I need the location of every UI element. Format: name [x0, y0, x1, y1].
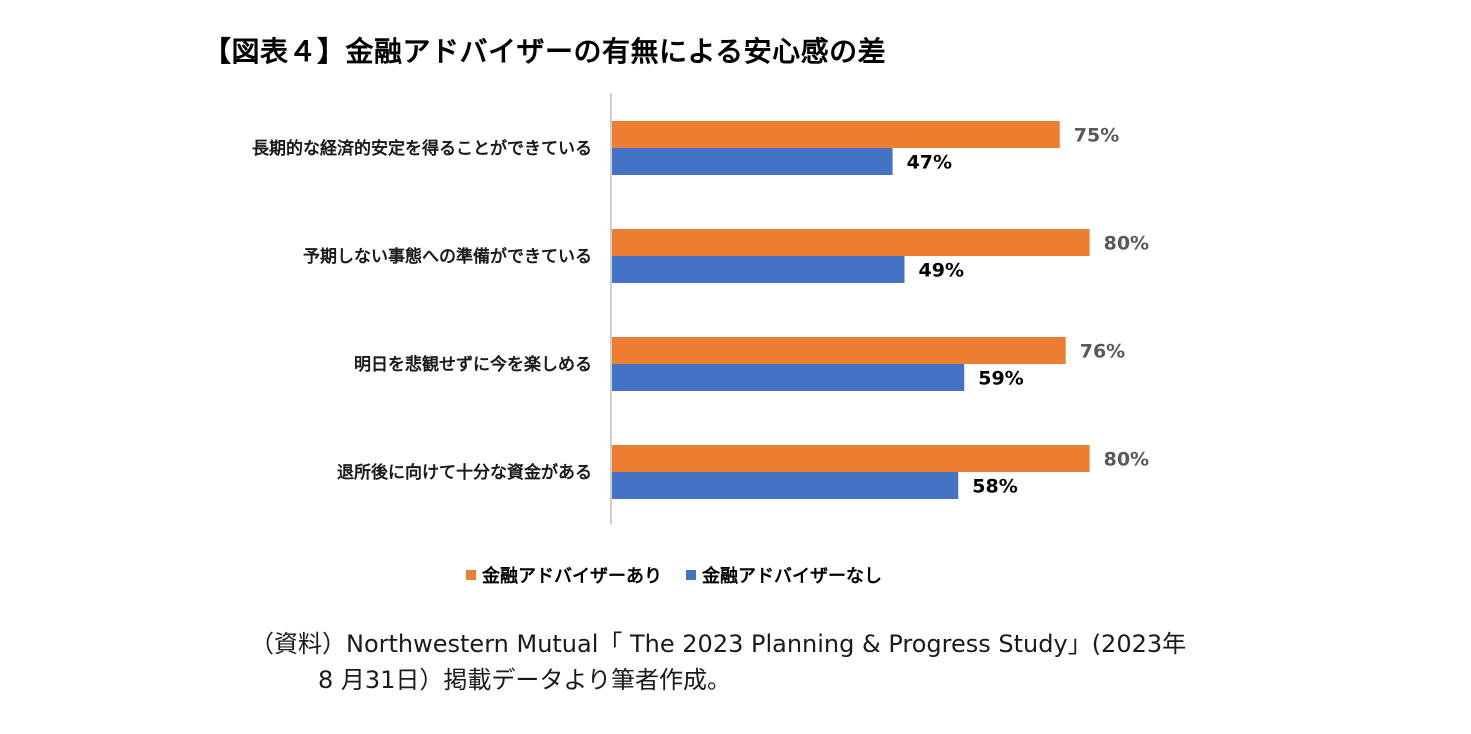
- legend-swatch-with-advisor: [466, 570, 476, 580]
- bar-without-advisor: [612, 364, 965, 391]
- bar-with-advisor: [612, 445, 1090, 472]
- data-label: 59%: [978, 368, 1023, 390]
- source-line-1: （資料）Northwestern Mutual「 The 2023 Planni…: [250, 630, 1187, 658]
- data-label: 47%: [907, 152, 952, 174]
- category-label: 明日を悲観せずに今を楽しめる: [354, 354, 592, 375]
- data-label: 76%: [1080, 341, 1125, 363]
- legend-label-without-advisor: 金融アドバイザーなし: [702, 566, 882, 587]
- data-label: 49%: [919, 260, 964, 282]
- category-label: 予期しない事態への準備ができている: [303, 246, 592, 267]
- chart-title: 【図表４】金融アドバイザーの有無による安心感の差: [203, 35, 887, 68]
- source-line-2: 8 月31日）掲載データより筆者作成。: [318, 666, 731, 694]
- legend-swatch-without-advisor: [686, 570, 696, 580]
- bar-with-advisor: [612, 121, 1060, 148]
- bar-without-advisor: [612, 472, 959, 499]
- data-label: 80%: [1104, 449, 1149, 471]
- category-label: 退所後に向けて十分な資金がある: [337, 462, 592, 483]
- legend-label-with-advisor: 金融アドバイザーあり: [482, 566, 662, 587]
- bar-without-advisor: [612, 256, 905, 283]
- data-label: 58%: [972, 476, 1017, 498]
- legend: 金融アドバイザーあり 金融アドバイザーなし: [466, 562, 882, 588]
- data-label: 75%: [1074, 125, 1119, 147]
- bar-with-advisor: [612, 229, 1090, 256]
- data-label: 80%: [1104, 233, 1149, 255]
- source-note: （資料）Northwestern Mutual「 The 2023 Planni…: [250, 626, 1186, 698]
- legend-item-with-advisor: 金融アドバイザーあり: [466, 562, 662, 588]
- category-label: 長期的な経済的安定を得ることができている: [252, 138, 592, 159]
- legend-item-without-advisor: 金融アドバイザーなし: [686, 562, 882, 588]
- bar-with-advisor: [612, 337, 1066, 364]
- bar-without-advisor: [612, 148, 893, 175]
